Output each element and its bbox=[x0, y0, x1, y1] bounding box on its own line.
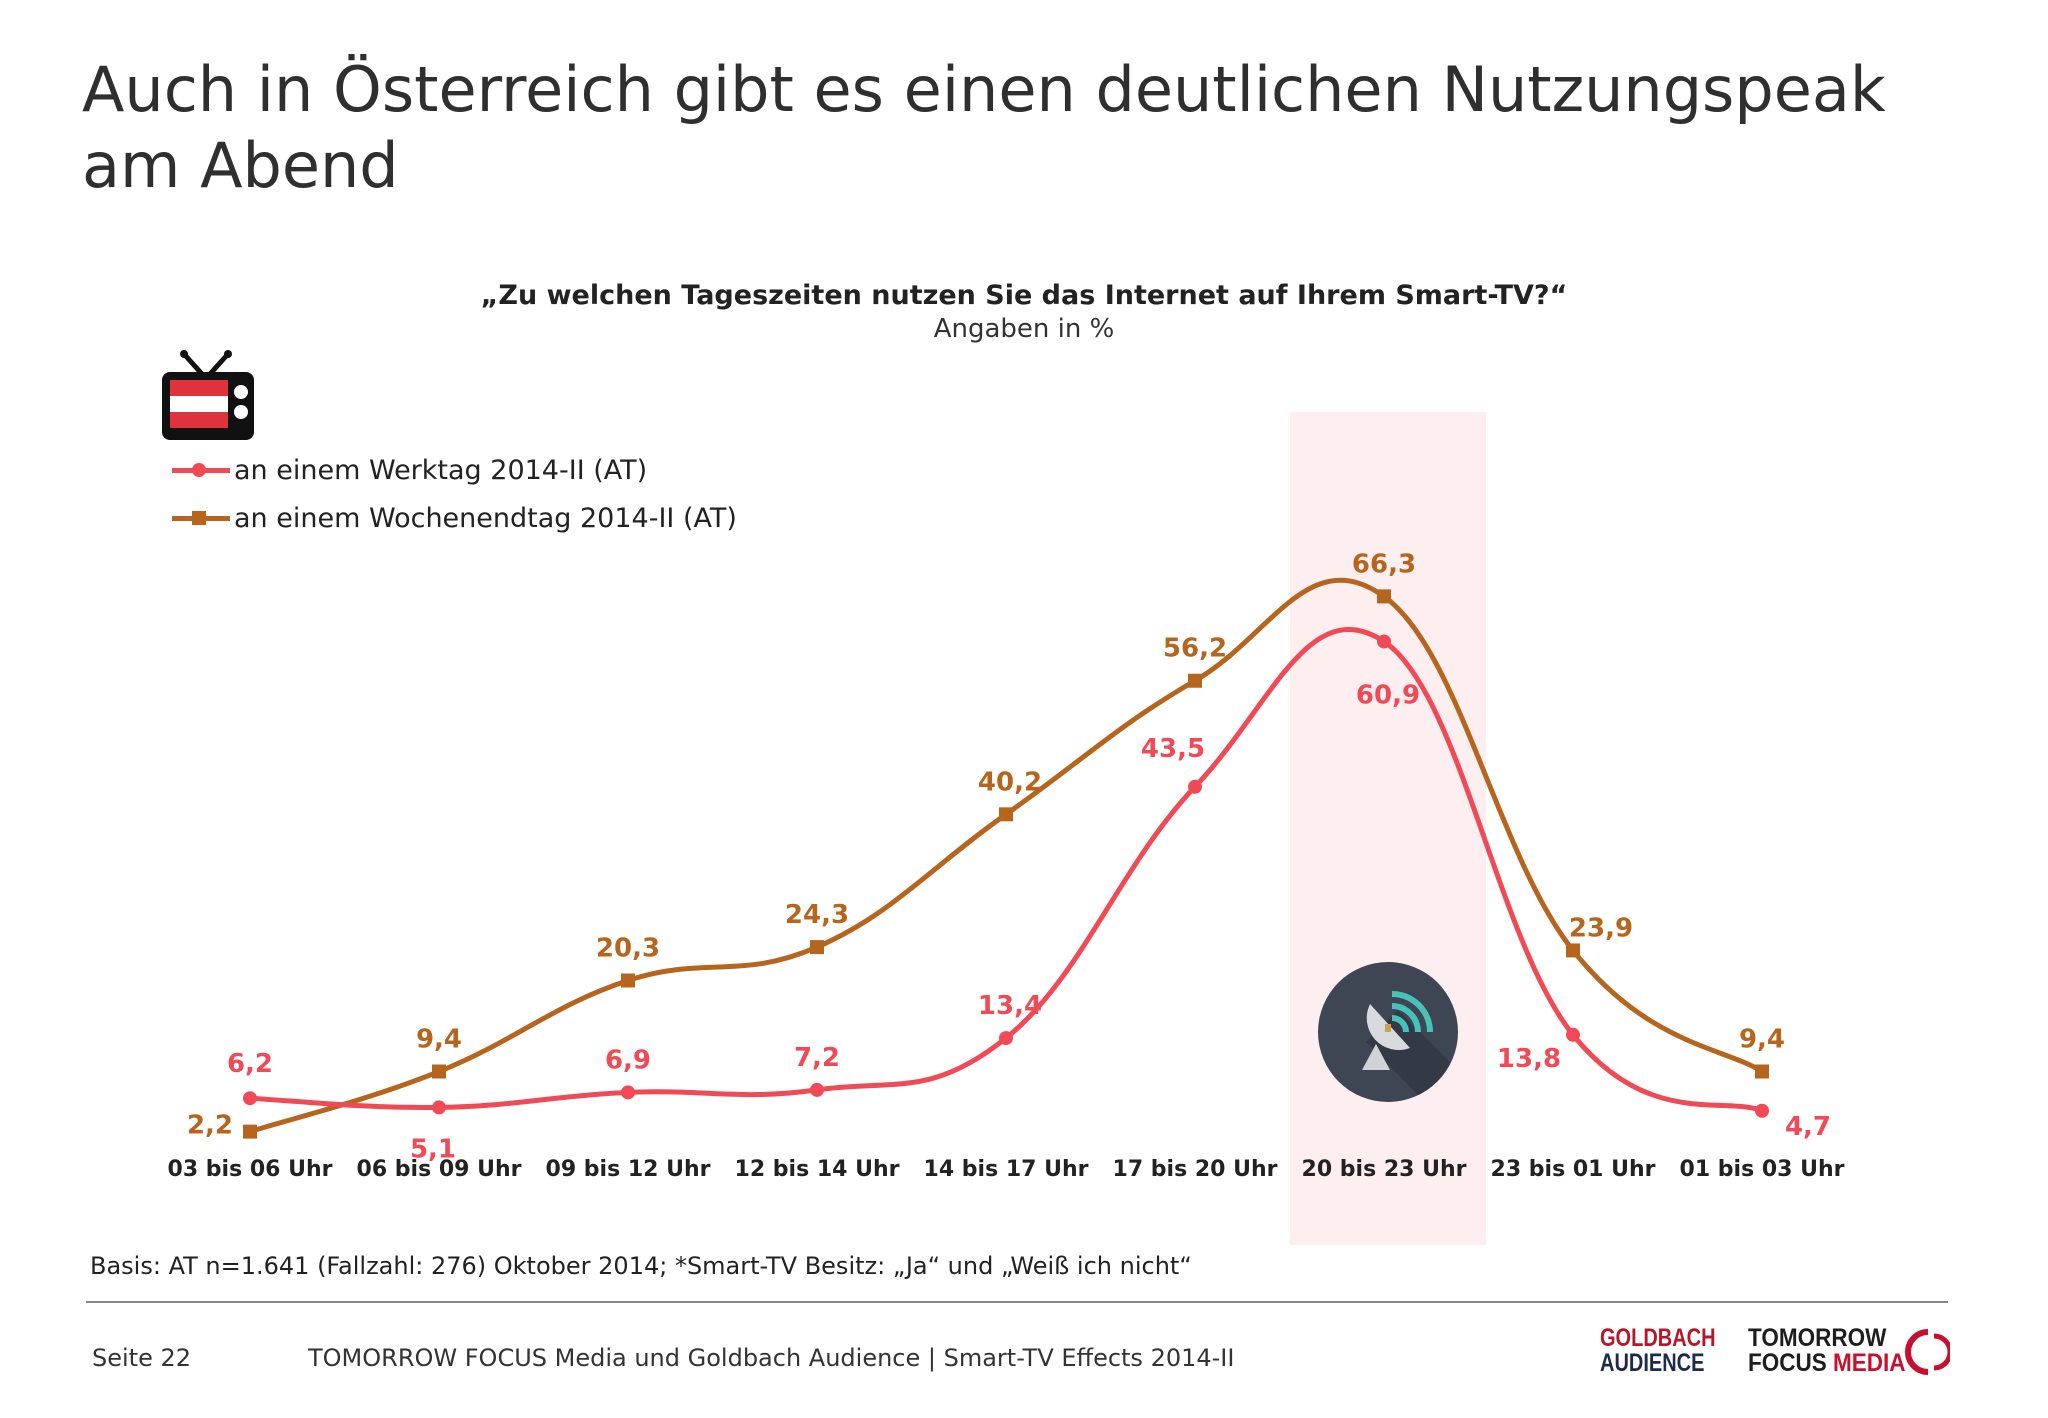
series-line-1 bbox=[249, 577, 1764, 1135]
data-point-s0-6 bbox=[1377, 634, 1391, 649]
data-point-s0-3 bbox=[810, 1082, 824, 1097]
chart-legend: an einem Werktag 2014-II (AT) an einem W… bbox=[172, 446, 737, 542]
chart-title: „Zu welchen Tageszeiten nutzen Sie das I… bbox=[480, 280, 1568, 311]
data-point-s0-0 bbox=[243, 1091, 257, 1106]
satellite-dish-icon bbox=[1318, 962, 1458, 1102]
data-label-s1-3: 24,3 bbox=[785, 900, 849, 930]
x-tick-label: 03 bis 06 Uhr bbox=[168, 1157, 333, 1182]
data-point-s0-7 bbox=[1566, 1027, 1580, 1042]
x-tick-label: 09 bis 12 Uhr bbox=[546, 1157, 711, 1182]
data-point-s0-5 bbox=[1188, 779, 1202, 794]
data-point-s0-4 bbox=[999, 1031, 1013, 1046]
data-point-s1-0 bbox=[243, 1124, 257, 1139]
page-number: Seite 22 bbox=[92, 1344, 192, 1372]
data-point-s0-2 bbox=[621, 1085, 635, 1100]
data-label-s0-7: 13,8 bbox=[1497, 1044, 1561, 1074]
slide-title: Auch in Österreich gibt es einen deutlic… bbox=[82, 53, 1886, 202]
basis-note: Basis: AT n=1.641 (Fallzahl: 276) Oktobe… bbox=[90, 1252, 1192, 1280]
data-label-s0-2: 6,9 bbox=[605, 1045, 651, 1075]
highlight-band bbox=[1290, 412, 1486, 1245]
data-label-s1-2: 20,3 bbox=[596, 933, 660, 963]
data-point-s0-1 bbox=[432, 1100, 446, 1115]
data-label-s1-6: 66,3 bbox=[1352, 549, 1416, 579]
data-label-s0-6: 60,9 bbox=[1356, 680, 1420, 710]
data-label-s0-4: 13,4 bbox=[978, 991, 1042, 1021]
data-label-s1-1: 9,4 bbox=[416, 1025, 462, 1055]
x-tick-label: 17 bis 20 Uhr bbox=[1113, 1157, 1278, 1182]
data-point-s1-4 bbox=[999, 807, 1013, 822]
data-point-s1-7 bbox=[1566, 943, 1580, 958]
data-point-s1-5 bbox=[1188, 673, 1202, 688]
x-tick-label: 14 bis 17 Uhr bbox=[924, 1157, 1089, 1182]
x-tick-label: 01 bis 03 Uhr bbox=[1680, 1157, 1845, 1182]
data-label-s0-5: 43,5 bbox=[1141, 734, 1205, 764]
data-label-s1-0: 2,2 bbox=[187, 1111, 233, 1141]
data-label-s0-8: 4,7 bbox=[1785, 1112, 1831, 1142]
tomorrow-focus-media-logo: TOMORROW FOCUS MEDIA bbox=[1748, 1324, 1906, 1377]
data-label-s1-5: 56,2 bbox=[1163, 634, 1227, 664]
data-label-s0-0: 6,2 bbox=[227, 1049, 273, 1079]
data-label-s0-3: 7,2 bbox=[794, 1043, 840, 1073]
data-point-s1-3 bbox=[810, 940, 824, 955]
x-tick-label: 20 bis 23 Uhr bbox=[1302, 1157, 1467, 1182]
legend-item-wochenendtag: an einem Wochenendtag 2014-II (AT) bbox=[172, 494, 737, 542]
data-point-s1-1 bbox=[432, 1064, 446, 1079]
goldbach-audience-logo: GOLDBACH AUDIENCE bbox=[1600, 1324, 1716, 1377]
footer-source: TOMORROW FOCUS Media und Goldbach Audien… bbox=[308, 1344, 1235, 1372]
tomorrow-focus-ring-icon bbox=[1905, 1329, 1950, 1375]
series-line-0 bbox=[249, 627, 1763, 1114]
x-tick-label: 06 bis 09 Uhr bbox=[357, 1157, 522, 1182]
data-label-s1-4: 40,2 bbox=[978, 767, 1042, 797]
data-point-s0-8 bbox=[1755, 1103, 1769, 1118]
legend-swatch-wochenendtag bbox=[172, 511, 230, 525]
chart-subtitle: Angaben in % bbox=[933, 314, 1115, 344]
footer-divider bbox=[86, 1301, 1948, 1303]
data-label-s1-7: 23,9 bbox=[1569, 913, 1633, 943]
x-tick-label: 23 bis 01 Uhr bbox=[1491, 1157, 1656, 1182]
legend-label-wochenendtag: an einem Wochenendtag 2014-II (AT) bbox=[234, 502, 737, 534]
legend-swatch-werktag bbox=[172, 463, 230, 477]
x-tick-label: 12 bis 14 Uhr bbox=[735, 1157, 900, 1182]
data-point-s1-2 bbox=[621, 973, 635, 988]
data-label-s0-1: 5,1 bbox=[410, 1134, 456, 1164]
legend-item-werktag: an einem Werktag 2014-II (AT) bbox=[172, 446, 737, 494]
legend-label-werktag: an einem Werktag 2014-II (AT) bbox=[234, 454, 648, 486]
data-label-s1-8: 9,4 bbox=[1739, 1025, 1785, 1055]
data-point-s1-6 bbox=[1377, 589, 1391, 604]
austria-tv-icon bbox=[162, 350, 254, 440]
data-point-s1-8 bbox=[1755, 1064, 1769, 1079]
